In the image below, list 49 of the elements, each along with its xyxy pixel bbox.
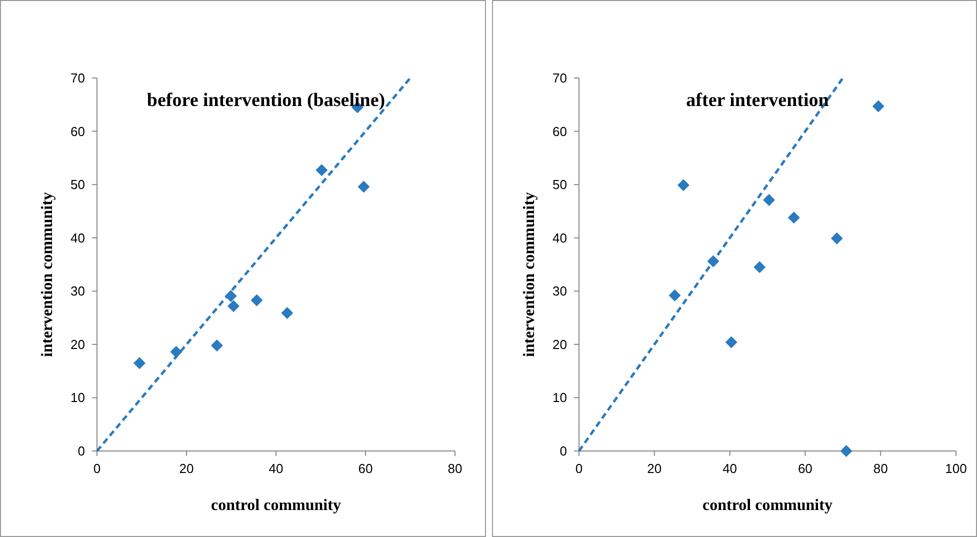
y-tick-label: 70 [552, 70, 567, 86]
point [677, 179, 690, 192]
point [872, 100, 884, 112]
y-axis-title: intervention community [39, 192, 56, 357]
point [316, 164, 328, 176]
y-tick-label: 60 [552, 124, 567, 139]
point [134, 357, 146, 370]
x-axis-title: control community [211, 497, 341, 514]
point [281, 306, 294, 319]
y-tick-label: 10 [70, 390, 85, 406]
point [763, 194, 776, 206]
y-tick-label: 60 [70, 124, 85, 139]
y-tick-label: 40 [552, 230, 567, 246]
y-tick-label: 30 [70, 284, 85, 299]
y-tick-label: 10 [552, 390, 567, 406]
x-tick-label: 80 [873, 461, 888, 476]
point [210, 339, 223, 352]
point [250, 294, 263, 306]
point [830, 232, 843, 244]
x-axis-title: control community [702, 497, 832, 514]
point [227, 300, 240, 312]
x-tick-label: 20 [179, 461, 194, 476]
point [788, 212, 800, 224]
y-tick-label: 40 [70, 230, 85, 246]
text: after intervention [686, 90, 830, 111]
x-tick-label: 80 [448, 461, 462, 476]
point [358, 180, 370, 193]
x-tick-label: 100 [945, 461, 967, 476]
x-tick-label: 60 [798, 461, 812, 476]
x-tick-label: 0 [93, 461, 101, 476]
text: before intervention (baseline) [146, 90, 386, 111]
x-tick-label: 0 [575, 461, 583, 476]
x-tick-label: 60 [358, 461, 373, 476]
y-tick-label: 30 [552, 284, 567, 299]
point [840, 445, 852, 457]
x-tick-label: 40 [722, 461, 738, 476]
y-tick-label: 0 [78, 444, 85, 458]
y-axis-title: intervention community [521, 192, 538, 357]
y-tick-label: 50 [552, 177, 567, 192]
y-tick-label: 50 [70, 177, 85, 192]
point [668, 289, 681, 302]
point [754, 261, 766, 274]
x-tick-label: 20 [647, 461, 662, 476]
y-tick-label: 20 [552, 336, 567, 352]
point [725, 336, 738, 348]
y-tick-label: 20 [70, 336, 85, 352]
y-tick-label: 0 [560, 444, 567, 458]
x-tick-label: 40 [268, 461, 284, 476]
y-tick-label: 70 [70, 70, 85, 86]
